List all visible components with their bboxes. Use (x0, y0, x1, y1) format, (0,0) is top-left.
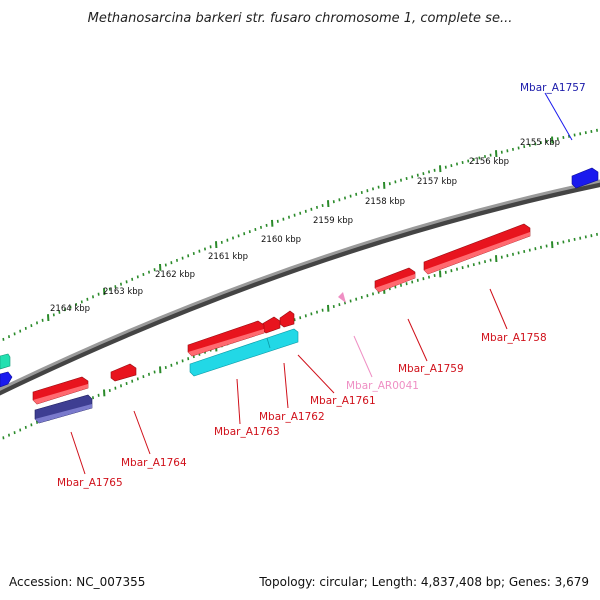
leader-Mbar_A1763 (236, 378, 241, 425)
gene-red-block-shade (188, 329, 264, 356)
leader-Mbar_A1757 (544, 92, 573, 141)
label-Mbar_A1761[interactable]: Mbar_A1761 (310, 395, 376, 407)
leader-Mbar_AR0041 (353, 335, 373, 378)
scale-label-2158: 2158 kbp (365, 197, 405, 207)
gene-Mbar_A1758-shade (424, 232, 530, 274)
scale-label-2155: 2155 kbp (520, 138, 560, 148)
scale-label-2159: 2159 kbp (313, 216, 353, 226)
scale-label-2163: 2163 kbp (103, 287, 143, 297)
label-leaders (70, 92, 573, 475)
scale-label-2162: 2162 kbp (155, 270, 195, 280)
gene-red-left-shade (33, 384, 88, 404)
label-Mbar_A1757[interactable]: Mbar_A1757 (520, 82, 586, 94)
label-Mbar_A1763[interactable]: Mbar_A1763 (214, 426, 280, 438)
scale-label-2156: 2156 kbp (469, 157, 509, 167)
leader-Mbar_A1761 (297, 354, 335, 394)
gene-left-edge-teal[interactable] (0, 353, 11, 370)
scale-label-2160: 2160 kbp (261, 235, 301, 245)
scale-label-2157: 2157 kbp (417, 177, 457, 187)
backbone-shadow (0, 181, 600, 396)
label-Mbar_A1765[interactable]: Mbar_A1765 (57, 477, 123, 489)
leader-Mbar_A1765 (70, 431, 86, 475)
accession-text: Accession: NC_007355 (9, 575, 145, 589)
label-Mbar_A1759[interactable]: Mbar_A1759 (398, 363, 464, 375)
leader-Mbar_A1764 (133, 410, 151, 455)
gene-Mbar_A1763[interactable] (189, 328, 299, 377)
outer-tick-row (2, 128, 598, 341)
label-Mbar_A1764[interactable]: Mbar_A1764 (121, 457, 187, 469)
map-title: Methanosarcina barkeri str. fusaro chrom… (88, 11, 513, 26)
label-Mbar_AR0041[interactable]: Mbar_AR0041 (346, 380, 419, 392)
leader-Mbar_A1762 (283, 362, 289, 409)
gene-features (0, 167, 599, 424)
gene-Mbar_A1765-shade (35, 404, 92, 423)
gene-Mbar_A1762[interactable] (261, 316, 281, 334)
label-Mbar_A1762[interactable]: Mbar_A1762 (259, 411, 325, 423)
leader-Mbar_A1758 (489, 288, 508, 330)
summary-text: Topology: circular; Length: 4,837,408 bp… (258, 575, 589, 589)
gene-Mbar_A1764[interactable] (110, 363, 137, 382)
gene-left-edge-blue[interactable] (0, 371, 13, 388)
gene-Mbar_A1763-divider (266, 337, 271, 349)
label-Mbar_A1758[interactable]: Mbar_A1758 (481, 332, 547, 344)
gene-labels: Mbar_A1757 Mbar_A1758 Mbar_A1759 Mbar_AR… (57, 82, 586, 489)
gene-Mbar_A1761[interactable] (279, 310, 295, 328)
scale-labels: 2155 kbp 2156 kbp 2157 kbp 2158 kbp 2159… (50, 138, 560, 314)
gene-Mbar_AR0041[interactable] (338, 292, 346, 303)
scale-label-2161: 2161 kbp (208, 252, 248, 262)
leader-Mbar_A1759 (407, 318, 428, 362)
chromosome-backbone (0, 179, 600, 391)
scale-label-2164: 2164 kbp (50, 304, 90, 314)
gene-Mbar_A1759-shade (375, 274, 415, 292)
gene-Mbar_A1757[interactable] (571, 167, 599, 189)
